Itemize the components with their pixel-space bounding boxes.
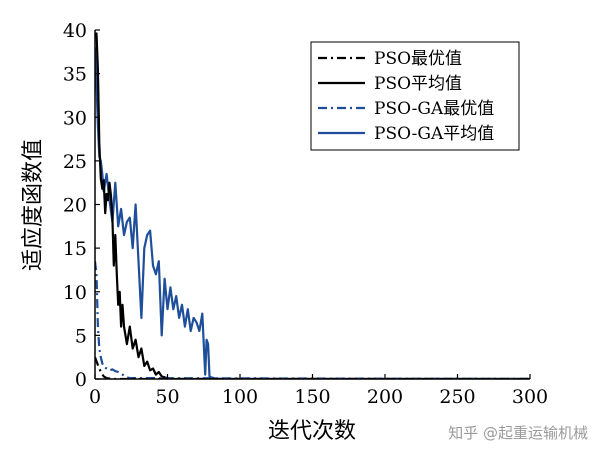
y-ticks: 0 5 10 15 20 25 30 35 40 <box>63 20 100 391</box>
x-tick-label: 200 <box>367 386 403 408</box>
watermark: 知乎 @起重运输机械 <box>448 424 588 442</box>
y-tick-label: 0 <box>75 369 87 391</box>
y-tick-label: 30 <box>63 107 87 129</box>
y-axis-label: 适应度函数值 <box>21 139 46 271</box>
legend-label: PSO最优值 <box>374 49 462 69</box>
legend-label: PSO平均值 <box>374 74 462 94</box>
y-tick-label: 20 <box>63 195 87 217</box>
y-tick-label: 35 <box>63 64 87 86</box>
x-tick-label: 300 <box>512 386 548 408</box>
x-axis-label: 迭代次数 <box>268 419 356 444</box>
series-line-3 <box>95 47 530 379</box>
x-tick-label: 100 <box>222 386 258 408</box>
series-line-1 <box>95 32 530 379</box>
y-tick-label: 5 <box>75 325 87 347</box>
y-tick-label: 10 <box>63 282 87 304</box>
x-tick-label: 150 <box>294 386 330 408</box>
y-tick-label: 15 <box>63 238 87 260</box>
series-layer <box>95 32 530 379</box>
x-tick-label: 0 <box>89 386 101 408</box>
x-tick-label: 50 <box>155 386 179 408</box>
y-tick-label: 25 <box>63 151 87 173</box>
legend: PSO最优值 PSO平均值 PSO-GA最优值 PSO-GA平均值 <box>310 41 520 151</box>
series-line-2 <box>95 261 530 379</box>
legend-label: PSO-GA最优值 <box>374 99 494 119</box>
y-tick-label: 40 <box>63 20 87 42</box>
x-tick-label: 250 <box>439 386 475 408</box>
legend-label: PSO-GA平均值 <box>374 124 494 144</box>
series-line-0 <box>95 356 530 379</box>
x-ticks: 0 50 100 150 200 250 300 <box>89 374 548 408</box>
